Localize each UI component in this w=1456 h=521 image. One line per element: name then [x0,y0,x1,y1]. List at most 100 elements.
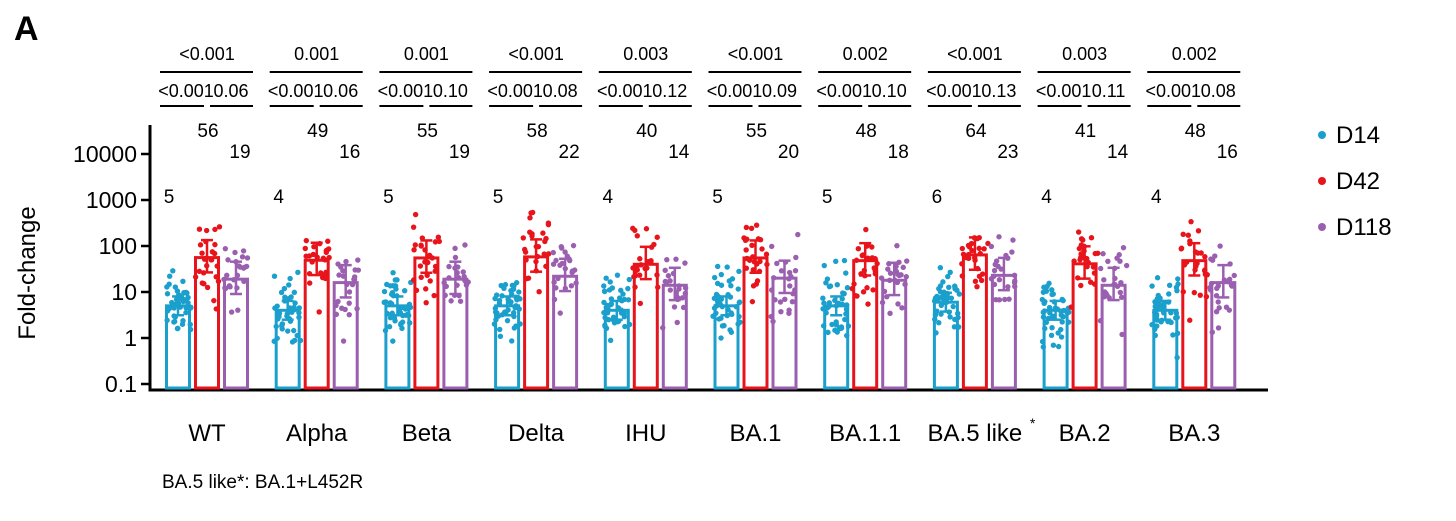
data-point [602,322,608,329]
data-point [542,238,548,245]
pvalue-left: <0.001 [1036,81,1092,101]
data-point [1049,287,1055,293]
value-label-d42: 40 [636,121,657,142]
data-point [1217,243,1223,249]
value-label-d118: 14 [668,142,690,163]
pvalue-left: <0.001 [926,81,982,101]
pvalue-right: 0.10 [872,81,907,101]
data-point [1216,305,1222,311]
data-point [792,267,799,274]
data-point [286,282,292,288]
data-point [180,298,186,305]
data-point [972,278,979,285]
data-point [764,261,770,268]
data-point [1010,237,1016,243]
data-point [711,305,718,311]
pvalue-top: <0.001 [508,44,564,64]
data-point [648,258,654,264]
data-point [950,303,956,310]
data-point [339,305,345,311]
data-point [940,293,946,299]
value-label-d14: 5 [822,187,833,208]
data-point [340,338,347,344]
data-point [993,258,1000,264]
data-point [1012,283,1018,290]
data-point [504,317,511,324]
data-point [608,300,614,307]
pvalue-top: 0.001 [404,44,449,64]
pvalue-left: <0.001 [158,81,214,101]
data-point [1100,251,1106,257]
data-point [618,310,625,316]
legend-label-d14: D14 [1336,122,1380,149]
data-point [736,313,742,320]
data-point [446,275,452,281]
data-point [289,309,295,315]
data-point [1152,326,1158,332]
data-point [316,309,322,315]
data-point [676,286,682,292]
data-point [203,227,210,234]
data-point [1097,318,1104,324]
data-point [721,322,727,329]
data-point [412,211,419,218]
bar-d14 [274,308,301,390]
data-point [753,222,760,228]
data-point [199,250,205,256]
data-point [1090,264,1097,270]
data-point [878,275,885,281]
pvalue-right: 0.06 [213,81,248,101]
data-point [461,277,468,283]
data-point [192,274,199,280]
data-point [902,281,908,288]
panel-letter: A [14,10,39,48]
data-point [664,256,670,263]
data-point [282,294,288,300]
data-point [1046,304,1053,311]
data-point [728,282,734,289]
data-point [562,249,568,255]
data-point [735,286,741,292]
data-point [432,268,438,274]
data-point [436,238,443,245]
data-point [772,297,778,303]
data-point [1166,282,1173,288]
value-label-d14: 4 [1151,187,1162,208]
data-point [601,283,607,289]
pvalue-top: <0.001 [179,44,235,64]
category-label: BA.5 like [928,420,1023,447]
data-point [1187,317,1193,323]
data-point [1175,276,1181,282]
data-point [996,277,1003,283]
value-label-d14: 4 [273,187,284,208]
data-point [569,268,576,274]
pvalue-right: 0.13 [981,81,1016,101]
data-point [1078,282,1084,289]
data-point [792,287,798,293]
data-point [937,283,944,289]
category-superscript: * [1030,415,1036,431]
data-point [840,290,846,296]
data-point [559,245,565,251]
data-point [750,254,756,260]
data-point [965,251,972,258]
data-point [839,301,846,308]
data-point [183,305,189,311]
data-point [1215,325,1222,331]
pvalue-left: <0.001 [1146,81,1202,101]
data-point [1077,257,1083,263]
data-point [1229,283,1235,289]
data-point [355,257,361,263]
data-point [826,283,833,290]
data-point [568,283,575,289]
data-point [525,275,532,281]
data-point [714,263,721,270]
data-point [336,272,342,278]
data-point [998,266,1004,272]
data-point [682,260,688,266]
data-point [172,284,179,290]
data-point [665,273,672,279]
data-point [1118,294,1125,300]
data-point [285,328,291,334]
value-label-d118: 18 [888,142,909,163]
